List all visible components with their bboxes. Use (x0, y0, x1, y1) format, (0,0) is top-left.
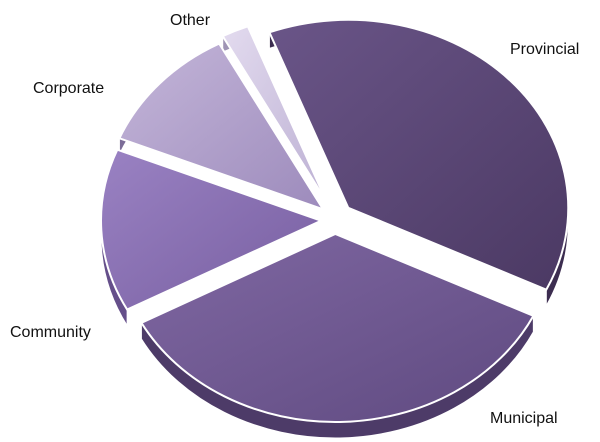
pie-slice-other (221, 25, 328, 203)
label-community: Community (10, 324, 91, 341)
pie-slice-community (100, 148, 324, 311)
pie-slice-corporate (118, 42, 326, 212)
pie-slice-municipal (139, 232, 535, 423)
pie-labels: Provincial Municipal Community Corporate… (10, 12, 579, 427)
label-municipal: Municipal (490, 410, 558, 427)
pie-slices (100, 18, 570, 439)
pie-slice-provincial (268, 18, 570, 291)
label-provincial: Provincial (510, 41, 579, 58)
label-other: Other (170, 12, 211, 29)
label-corporate: Corporate (33, 80, 104, 97)
